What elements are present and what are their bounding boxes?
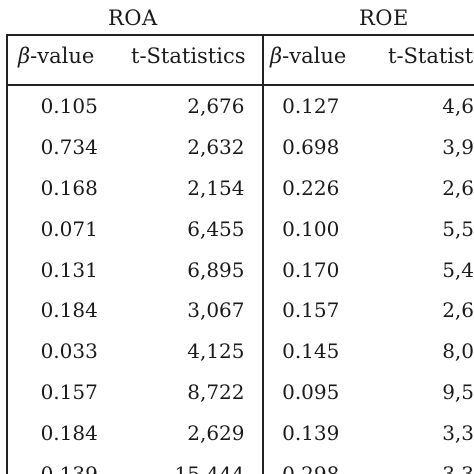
roe-tstat-cell: 2,6	[442, 175, 474, 200]
roe-beta-cell: 0.100	[282, 216, 340, 241]
roa-tstat-cell: 6,455	[187, 216, 245, 241]
col-header-roe-tstat: t-Statist	[388, 44, 474, 68]
roe-tstat-cell: 3,3	[442, 420, 474, 445]
group-header-roe: ROE	[359, 6, 409, 30]
roe-beta-cell: 0.095	[282, 379, 340, 404]
roe-tstat-cell: 5,4	[442, 257, 474, 282]
roe-tstat-cell: 9,5	[442, 379, 474, 404]
table-row: 0.168 2,154 0.226 2,6	[0, 168, 474, 209]
table-body: 0.105 2,676 0.127 4,6 0.734 2,632 0.698 3,9 0.16…	[0, 86, 474, 474]
roa-tstat-cell: 2,676	[187, 94, 245, 119]
roa-beta-cell: 0.139	[40, 461, 98, 474]
col-header-roe-beta: β-value	[270, 44, 346, 68]
roa-beta-cell: 0.131	[40, 257, 98, 282]
data-table: 0.105 2,676 0.127 4,6 0.734 2,632 0.698 3,9 0.16…	[0, 86, 474, 474]
roe-beta-cell: 0.127	[282, 94, 340, 119]
roa-beta-cell: 0.168	[40, 175, 98, 200]
roa-beta-cell: 0.105	[40, 94, 98, 119]
roa-tstat-cell: 15,444	[174, 461, 245, 474]
roa-tstat-cell: 4,125	[187, 339, 245, 364]
roe-tstat-cell: 8,0	[442, 339, 474, 364]
roe-tstat-cell: 4,6	[442, 94, 474, 119]
table-top-rule	[6, 34, 474, 36]
roe-beta-cell: 0.298	[282, 461, 340, 474]
table-row: 0.071 6,455 0.100 5,5	[0, 208, 474, 249]
roe-beta-cell: 0.170	[282, 257, 340, 282]
roe-tstat-cell: 2,6	[442, 298, 474, 323]
table-row: 0.734 2,632 0.698 3,9	[0, 127, 474, 168]
table-row: 0.033 4,125 0.145 8,0	[0, 331, 474, 372]
roa-tstat-cell: 3,067	[187, 298, 245, 323]
roa-beta-cell: 0.033	[40, 339, 98, 364]
roa-beta-cell: 0.157	[40, 379, 98, 404]
roe-tstat-cell: 5,5	[442, 216, 474, 241]
table-row: 0.184 3,067 0.157 2,6	[0, 290, 474, 331]
header-bottom-rule	[6, 84, 474, 86]
roa-tstat-cell: 6,895	[187, 257, 245, 282]
roe-beta-cell: 0.226	[282, 175, 340, 200]
table-row: 0.139 15,444 0.298 3,3	[0, 453, 474, 474]
table-row: 0.131 6,895 0.170 5,4	[0, 249, 474, 290]
roe-beta-cell: 0.698	[282, 135, 340, 160]
roe-beta-cell: 0.139	[282, 420, 340, 445]
roa-tstat-cell: 2,629	[187, 420, 245, 445]
roa-tstat-cell: 8,722	[187, 379, 245, 404]
roa-beta-cell: 0.184	[40, 420, 98, 445]
beta-suffix: -value	[30, 44, 95, 68]
beta-symbol: β	[18, 44, 31, 68]
roe-beta-cell: 0.157	[282, 298, 340, 323]
table-row: 0.157 8,722 0.095 9,5	[0, 372, 474, 413]
roa-tstat-cell: 2,154	[187, 175, 245, 200]
table-row: 0.184 2,629 0.139 3,3	[0, 412, 474, 453]
roe-beta-cell: 0.145	[282, 339, 340, 364]
roa-beta-cell: 0.071	[40, 216, 98, 241]
col-header-roa-tstat: t-Statistics	[131, 44, 246, 68]
left-border-line	[6, 34, 8, 474]
roa-tstat-cell: 2,632	[187, 135, 245, 160]
beta-suffix: -value	[282, 44, 347, 68]
group-divider-line	[262, 34, 264, 474]
table-row: 0.105 2,676 0.127 4,6	[0, 86, 474, 127]
group-header-roa: ROA	[108, 6, 158, 30]
roa-beta-cell: 0.184	[40, 298, 98, 323]
roa-beta-cell: 0.734	[40, 135, 98, 160]
col-header-roa-beta: β-value	[18, 44, 94, 68]
roe-tstat-cell: 3,3	[442, 461, 474, 474]
beta-symbol: β	[270, 44, 283, 68]
roe-tstat-cell: 3,9	[442, 135, 474, 160]
